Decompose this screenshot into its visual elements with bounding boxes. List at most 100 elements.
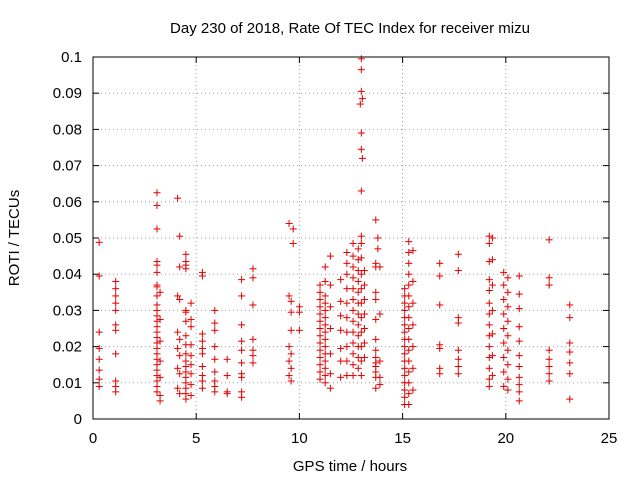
data-point <box>405 401 413 409</box>
data-point <box>187 323 195 331</box>
data-point <box>488 330 496 338</box>
data-point <box>156 337 164 345</box>
data-point <box>360 353 368 361</box>
data-point <box>182 250 190 258</box>
data-point <box>405 390 413 398</box>
data-point <box>211 388 219 396</box>
data-point <box>316 332 324 340</box>
data-point <box>357 129 365 137</box>
data-point <box>249 265 257 273</box>
data-point <box>211 343 219 351</box>
data-point <box>153 201 161 209</box>
data-point <box>321 379 329 387</box>
data-point <box>321 263 329 271</box>
data-point <box>321 328 329 336</box>
data-point <box>321 306 329 314</box>
y-tick-labels: 0 0.01 0.02 0.03 0.04 0.05 0.06 0.07 0.08 0.09 0.1 <box>53 49 82 428</box>
data-point <box>545 363 553 371</box>
data-point <box>357 372 365 380</box>
data-point <box>321 292 329 300</box>
data-point <box>376 263 384 271</box>
data-point <box>488 372 496 380</box>
data-point <box>156 373 164 381</box>
data-point <box>405 379 413 387</box>
data-point <box>566 301 574 309</box>
data-point <box>316 353 324 361</box>
data-point <box>182 395 190 403</box>
data-point <box>401 364 409 372</box>
data-point <box>211 319 219 327</box>
data-point <box>343 285 351 293</box>
data-point <box>401 343 409 351</box>
data-point <box>454 250 462 258</box>
data-point <box>321 335 329 343</box>
data-point <box>372 346 380 354</box>
data-point <box>357 232 365 240</box>
data-point <box>223 390 231 398</box>
data-point <box>349 239 357 247</box>
data-point <box>343 248 351 256</box>
data-point <box>326 281 334 289</box>
data-point <box>198 363 206 371</box>
data-point <box>405 292 413 300</box>
data-point <box>198 350 206 358</box>
data-point <box>187 370 195 378</box>
y-tick-label: 0.03 <box>53 302 82 319</box>
data-point <box>176 335 184 343</box>
data-point <box>488 281 496 289</box>
data-point <box>337 326 345 334</box>
data-point <box>357 328 365 336</box>
data-point <box>485 276 493 284</box>
data-point <box>95 382 103 390</box>
data-point <box>182 317 190 325</box>
data-point <box>436 344 444 352</box>
data-point <box>112 299 120 307</box>
data-point <box>156 288 164 296</box>
data-point <box>515 352 523 360</box>
data-point <box>349 306 357 314</box>
data-point <box>504 386 512 394</box>
data-point <box>357 145 365 153</box>
data-point <box>566 395 574 403</box>
data-point <box>316 339 324 347</box>
data-point <box>249 335 257 343</box>
data-point <box>321 364 329 372</box>
data-point <box>349 350 357 358</box>
data-point <box>409 321 417 329</box>
data-point <box>485 286 493 294</box>
data-point <box>409 299 417 307</box>
data-point <box>500 268 508 276</box>
data-point <box>285 220 293 228</box>
data-point <box>566 339 574 347</box>
data-point <box>95 238 103 246</box>
data-point <box>401 299 409 307</box>
data-point <box>112 285 120 293</box>
data-point <box>500 281 508 289</box>
data-point <box>356 100 364 108</box>
data-point <box>182 350 190 358</box>
x-tick-label: 0 <box>89 430 97 447</box>
data-point <box>485 375 493 383</box>
data-point <box>321 299 329 307</box>
data-point <box>343 259 351 267</box>
data-point <box>454 346 462 354</box>
data-point <box>405 259 413 267</box>
data-point <box>409 343 417 351</box>
data-point <box>515 363 523 371</box>
data-point <box>360 310 368 318</box>
x-tick-label: 15 <box>394 430 411 447</box>
data-point <box>515 323 523 331</box>
data-point <box>349 372 357 380</box>
data-point <box>436 259 444 267</box>
y-tick-label: 0.1 <box>61 49 82 66</box>
data-point <box>238 337 246 345</box>
data-point <box>176 263 184 271</box>
data-point <box>95 355 103 363</box>
data-point <box>349 274 357 282</box>
data-point <box>249 359 257 367</box>
data-point <box>153 261 161 269</box>
data-point <box>357 239 365 247</box>
data-point <box>485 232 493 240</box>
data-point <box>405 357 413 365</box>
data-point <box>485 239 493 247</box>
